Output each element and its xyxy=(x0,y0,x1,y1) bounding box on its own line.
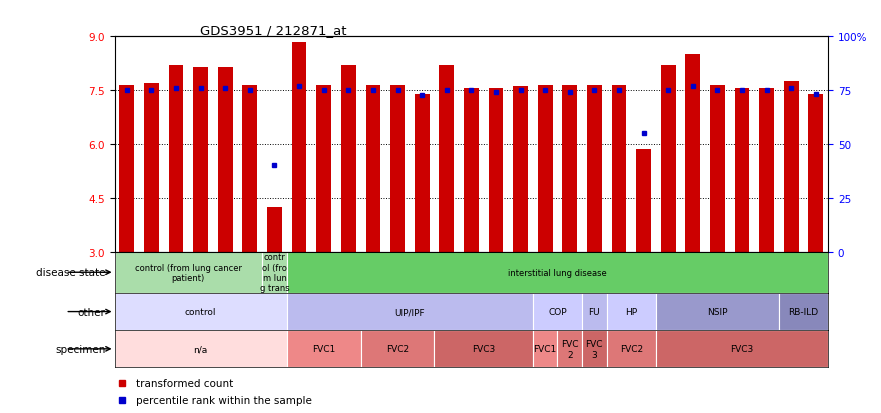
Bar xyxy=(168,66,183,252)
Bar xyxy=(287,330,360,368)
Text: COP: COP xyxy=(548,307,566,316)
Bar xyxy=(533,293,582,330)
Bar xyxy=(809,95,823,252)
Bar xyxy=(558,330,582,368)
Bar xyxy=(759,89,774,252)
Bar xyxy=(366,85,381,252)
Text: GDS3951 / 212871_at: GDS3951 / 212871_at xyxy=(200,24,346,37)
Bar xyxy=(513,87,528,252)
Text: HP: HP xyxy=(626,307,637,316)
Bar xyxy=(434,330,533,368)
Bar xyxy=(607,330,655,368)
Bar xyxy=(607,293,655,330)
Bar xyxy=(415,95,430,252)
Text: n/a: n/a xyxy=(194,344,208,354)
Bar xyxy=(440,66,454,252)
Bar xyxy=(537,85,552,252)
Bar xyxy=(287,252,828,293)
Bar xyxy=(489,89,503,252)
Bar xyxy=(120,85,134,252)
Bar xyxy=(655,330,828,368)
Text: other: other xyxy=(78,307,106,317)
Bar xyxy=(115,252,263,293)
Bar xyxy=(341,66,356,252)
Bar xyxy=(533,330,558,368)
Text: FVC1: FVC1 xyxy=(534,344,557,354)
Bar xyxy=(735,89,750,252)
Text: interstitial lung disease: interstitial lung disease xyxy=(508,268,607,277)
Bar xyxy=(242,85,257,252)
Bar xyxy=(710,85,725,252)
Bar xyxy=(287,293,533,330)
Text: RB-ILD: RB-ILD xyxy=(788,307,818,316)
Text: FVC
2: FVC 2 xyxy=(561,339,579,358)
Text: control (from lung cancer
patient): control (from lung cancer patient) xyxy=(135,263,242,282)
Bar xyxy=(464,89,478,252)
Bar xyxy=(636,150,651,252)
Bar xyxy=(292,43,307,252)
Bar xyxy=(661,66,676,252)
Text: FU: FU xyxy=(589,307,600,316)
Text: FVC2: FVC2 xyxy=(386,344,409,354)
Bar xyxy=(582,330,607,368)
Bar xyxy=(611,85,626,252)
Bar xyxy=(784,82,798,252)
Bar xyxy=(115,330,287,368)
Bar xyxy=(115,293,287,330)
Bar xyxy=(562,85,577,252)
Text: transformed count: transformed count xyxy=(136,378,233,388)
Bar xyxy=(316,85,331,252)
Bar xyxy=(267,207,282,252)
Bar xyxy=(587,85,602,252)
Text: NSIP: NSIP xyxy=(707,307,728,316)
Bar xyxy=(685,55,700,252)
Bar xyxy=(655,293,779,330)
Text: FVC3: FVC3 xyxy=(730,344,753,354)
Text: control: control xyxy=(185,307,217,316)
Bar xyxy=(263,252,287,293)
Bar xyxy=(193,68,208,252)
Text: FVC
3: FVC 3 xyxy=(586,339,603,358)
Text: FVC1: FVC1 xyxy=(312,344,336,354)
Text: disease state: disease state xyxy=(36,268,106,278)
Text: contr
ol (fro
m lun
g trans: contr ol (fro m lun g trans xyxy=(260,252,289,293)
Text: FVC2: FVC2 xyxy=(619,344,643,354)
Text: percentile rank within the sample: percentile rank within the sample xyxy=(136,394,312,405)
Bar xyxy=(779,293,828,330)
Bar xyxy=(144,84,159,252)
Text: specimen: specimen xyxy=(56,344,106,354)
Text: UIP/IPF: UIP/IPF xyxy=(395,307,426,316)
Bar xyxy=(582,293,607,330)
Bar xyxy=(218,68,233,252)
Bar xyxy=(360,330,434,368)
Bar xyxy=(390,85,405,252)
Text: FVC3: FVC3 xyxy=(472,344,495,354)
